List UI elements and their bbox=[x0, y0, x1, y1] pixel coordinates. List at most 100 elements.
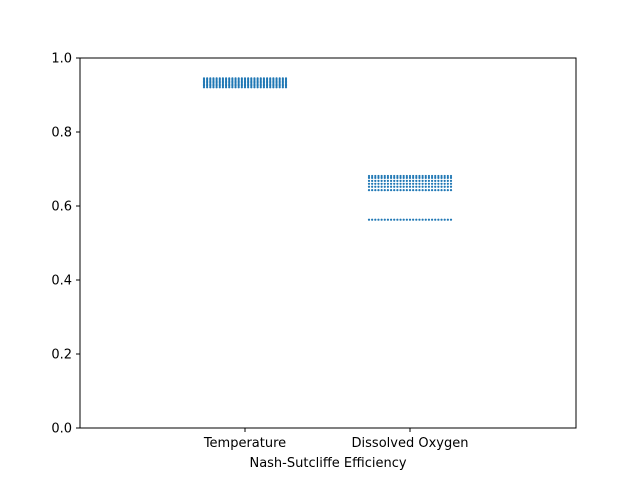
data-point bbox=[275, 77, 278, 80]
data-point bbox=[380, 176, 383, 179]
data-point bbox=[371, 188, 374, 192]
data-point bbox=[367, 218, 371, 221]
data-point bbox=[408, 174, 412, 178]
data-point bbox=[412, 179, 415, 182]
data-point bbox=[437, 176, 440, 179]
data-point bbox=[421, 176, 424, 179]
data-point bbox=[386, 185, 390, 188]
data-point bbox=[383, 185, 386, 188]
x-axis-label: Nash-Sutcliffe Efficiency bbox=[249, 456, 406, 471]
data-point bbox=[393, 174, 396, 178]
data-point bbox=[380, 179, 383, 182]
data-point bbox=[412, 182, 415, 185]
data-point bbox=[367, 174, 371, 178]
data-point bbox=[389, 179, 393, 182]
data-point bbox=[430, 185, 434, 188]
data-point bbox=[412, 218, 415, 221]
data-point bbox=[421, 179, 424, 182]
data-point bbox=[430, 179, 434, 182]
data-point bbox=[443, 182, 446, 185]
x-tick-label: Dissolved Oxygen bbox=[352, 436, 469, 451]
data-point bbox=[443, 188, 446, 192]
data-point bbox=[446, 176, 449, 179]
data-point bbox=[412, 185, 415, 188]
data-point bbox=[377, 179, 380, 182]
data-point bbox=[399, 188, 402, 192]
data-point bbox=[440, 218, 443, 221]
data-point bbox=[430, 188, 434, 192]
data-point bbox=[449, 174, 453, 178]
data-point bbox=[383, 188, 386, 192]
y-tick-label: 1.0 bbox=[51, 52, 72, 67]
data-point bbox=[437, 185, 440, 188]
data-point bbox=[383, 179, 386, 182]
data-point bbox=[237, 77, 240, 80]
data-point bbox=[421, 185, 424, 188]
data-point bbox=[446, 182, 449, 185]
data-point bbox=[408, 182, 412, 185]
data-point bbox=[389, 185, 393, 188]
data-point bbox=[265, 77, 269, 80]
data-point bbox=[430, 174, 434, 178]
data-point bbox=[221, 77, 225, 80]
data-point bbox=[386, 188, 390, 192]
data-point bbox=[418, 218, 421, 221]
data-point bbox=[418, 185, 421, 188]
data-point bbox=[399, 218, 402, 221]
data-row bbox=[202, 77, 288, 80]
data-point bbox=[383, 182, 386, 185]
data-row bbox=[367, 174, 453, 178]
data-point bbox=[402, 218, 405, 221]
data-point bbox=[427, 218, 431, 221]
data-point bbox=[424, 218, 427, 221]
data-point bbox=[415, 185, 418, 188]
data-point bbox=[383, 218, 386, 221]
data-point bbox=[412, 174, 415, 178]
y-tick-label: 0.2 bbox=[51, 348, 72, 363]
data-point bbox=[424, 176, 427, 179]
data-point bbox=[424, 185, 427, 188]
data-point bbox=[437, 182, 440, 185]
data-point bbox=[446, 185, 449, 188]
data-point bbox=[256, 77, 259, 80]
data-point bbox=[399, 179, 402, 182]
data-point bbox=[437, 218, 440, 221]
data-point bbox=[393, 179, 396, 182]
data-point bbox=[402, 179, 405, 182]
data-point bbox=[405, 179, 408, 182]
data-point bbox=[421, 182, 424, 185]
data-point bbox=[424, 188, 427, 192]
data-point bbox=[412, 176, 415, 179]
data-point bbox=[405, 182, 408, 185]
data-point bbox=[418, 176, 421, 179]
data-point bbox=[434, 188, 437, 192]
data-points bbox=[202, 77, 453, 221]
data-point bbox=[424, 179, 427, 182]
data-point bbox=[434, 185, 437, 188]
data-point bbox=[446, 188, 449, 192]
data-point bbox=[383, 174, 386, 178]
data-point bbox=[374, 185, 377, 188]
data-point bbox=[434, 174, 437, 178]
data-point bbox=[408, 176, 412, 179]
data-row bbox=[367, 188, 453, 192]
data-point bbox=[405, 176, 408, 179]
data-point bbox=[440, 174, 443, 178]
data-point bbox=[380, 174, 383, 178]
data-point bbox=[284, 77, 288, 80]
data-point bbox=[443, 179, 446, 182]
data-point bbox=[421, 174, 424, 178]
data-point bbox=[430, 176, 434, 179]
data-point bbox=[396, 174, 399, 178]
data-point bbox=[434, 176, 437, 179]
data-point bbox=[427, 185, 431, 188]
data-point bbox=[449, 185, 453, 188]
data-point bbox=[371, 179, 374, 182]
data-point bbox=[389, 218, 393, 221]
data-point bbox=[367, 188, 371, 192]
data-point bbox=[367, 176, 371, 179]
data-point bbox=[380, 185, 383, 188]
data-point bbox=[434, 182, 437, 185]
data-point bbox=[247, 77, 250, 80]
data-point bbox=[427, 176, 431, 179]
